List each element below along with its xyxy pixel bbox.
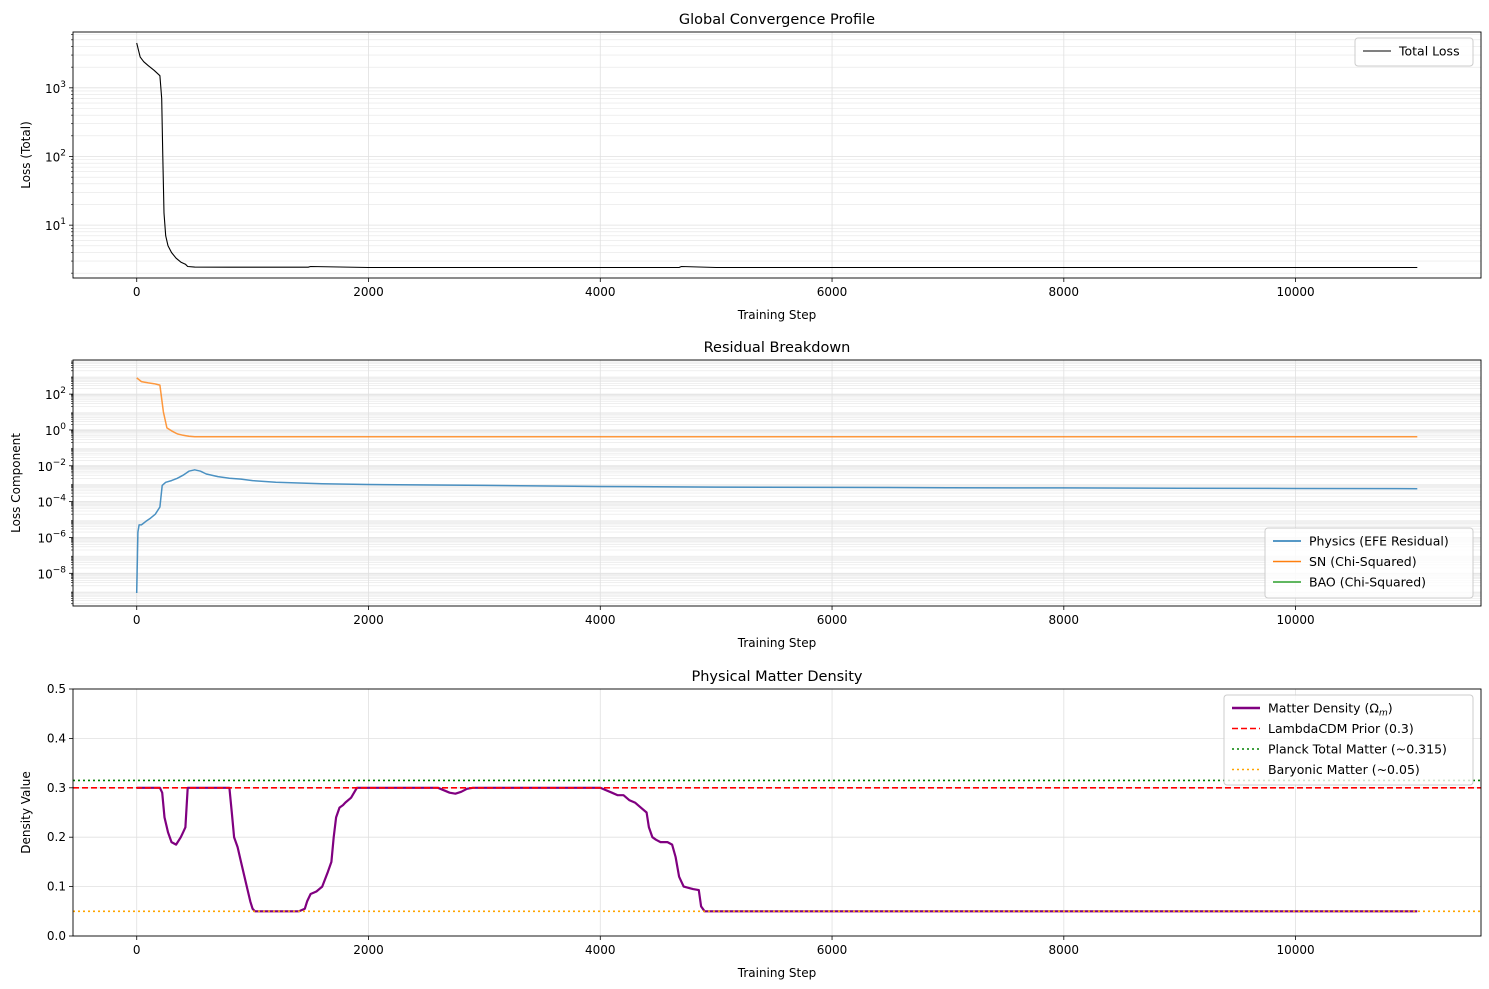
y-tick-base: 10	[45, 82, 60, 96]
y-tick-label: 0.5	[47, 682, 66, 696]
legend-label-1: LambdaCDM Prior (0.3)	[1268, 721, 1414, 736]
chart-title: Global Convergence Profile	[679, 12, 875, 28]
y-axis-label: Loss (Total)	[19, 121, 33, 189]
axes-frame	[72, 688, 1482, 937]
y-tick-exponent: 2	[60, 148, 66, 158]
x-tick-label: 0	[133, 943, 141, 957]
x-axis-label: Training Step	[737, 636, 817, 650]
x-axis-label: Training Step	[737, 308, 817, 322]
x-tick-label: 4000	[585, 613, 616, 627]
y-tick-exponent: −2	[53, 458, 66, 468]
y-tick-base: 10	[37, 567, 52, 581]
x-tick-label: 0	[133, 613, 141, 627]
series-line-0	[136, 786, 1418, 913]
legend-box	[1354, 37, 1474, 67]
y-tick-exponent: 0	[60, 422, 66, 432]
legend-label-1: SN (Chi-Squared)	[1309, 554, 1417, 569]
y-tick-label: 10−2	[37, 458, 66, 474]
series-group	[136, 42, 1418, 269]
series-line-0	[135, 469, 1418, 594]
chart-title: Physical Matter Density	[692, 669, 863, 685]
y-tick-exponent: −8	[53, 565, 67, 575]
x-tick-label: 4000	[585, 943, 616, 957]
legend-name: SN (Chi-Squared)	[1309, 554, 1417, 569]
legend-name: Total Loss	[1398, 44, 1460, 59]
x-tick-label: 8000	[1049, 285, 1080, 299]
y-tick-exponent: 3	[60, 80, 66, 90]
y-tick-base: 10	[45, 388, 60, 402]
legend-box	[1223, 694, 1474, 786]
legend-box	[1264, 527, 1474, 599]
x-tick-label: 6000	[817, 285, 848, 299]
series-line-1	[136, 377, 1418, 438]
legend-label-3: Baryonic Matter (~0.05)	[1268, 762, 1420, 777]
legend-label-0: Matter Density (Ωm)	[1268, 701, 1393, 719]
y-tick-label: 0.2	[47, 830, 66, 844]
y-tick-exponent: −6	[53, 529, 67, 539]
y-tick-label: 0.0	[47, 929, 66, 943]
y-tick-label: 0.1	[47, 880, 66, 894]
legend-label-2: BAO (Chi-Squared)	[1309, 575, 1426, 590]
x-tick-label: 2000	[353, 285, 384, 299]
chart-panel-2: 0 2000 4000 6000 8000 1000010−810−610−410−210…	[9, 340, 1482, 650]
x-tick-label: 10000	[1276, 943, 1314, 957]
y-tick-base: 10	[37, 531, 52, 545]
series-group	[73, 779, 1481, 913]
y-tick-label: 10−8	[37, 565, 66, 581]
x-tick-label: 8000	[1049, 613, 1080, 627]
y-tick-label: 100	[45, 422, 66, 438]
legend-name-subscript: m	[1379, 709, 1388, 719]
x-tick-label: 10000	[1276, 613, 1314, 627]
chart-title: Residual Breakdown	[704, 340, 851, 356]
x-tick-label: 0	[133, 285, 141, 299]
axes-frame	[72, 359, 1482, 607]
y-tick-base: 10	[45, 150, 60, 164]
x-tick-label: 6000	[817, 613, 848, 627]
legend-name: BAO (Chi-Squared)	[1309, 575, 1426, 590]
legend: Matter Density (Ωm) LambdaCDM Prior (0.3)…	[1223, 694, 1474, 786]
legend-name: Baryonic Matter (~0.05)	[1268, 762, 1420, 777]
series-group	[135, 377, 1418, 594]
x-tick-label: 8000	[1049, 943, 1080, 957]
y-tick-label: 0.4	[47, 731, 66, 745]
series-line-0	[136, 42, 1418, 269]
y-tick-label: 10−4	[37, 494, 66, 510]
legend: Physics (EFE Residual) SN (Chi-Squared) BA…	[1264, 527, 1474, 599]
legend-label-0: Total Loss	[1398, 44, 1460, 59]
x-tick-label: 2000	[353, 613, 384, 627]
x-tick-label: 4000	[585, 285, 616, 299]
legend-name: Planck Total Matter (~0.315)	[1268, 742, 1447, 757]
y-axis-label: Density Value	[19, 771, 33, 853]
y-tick-label: 0.3	[47, 781, 66, 795]
legend-name: LambdaCDM Prior (0.3)	[1268, 721, 1414, 736]
y-tick-label: 102	[45, 386, 66, 402]
y-tick-label: 10−6	[37, 529, 66, 545]
legend-name: Matter Density (Ω	[1268, 701, 1379, 716]
y-tick-label: 101	[45, 217, 66, 233]
y-tick-base: 10	[45, 219, 60, 233]
x-tick-label: 2000	[353, 943, 384, 957]
legend-name-suffix: )	[1388, 701, 1393, 716]
y-tick-base: 10	[37, 460, 52, 474]
legend-name: Physics (EFE Residual)	[1309, 534, 1449, 549]
y-tick-exponent: 2	[60, 386, 66, 396]
x-tick-label: 10000	[1276, 285, 1314, 299]
legend-label-2: Planck Total Matter (~0.315)	[1268, 742, 1447, 757]
y-tick-label: 102	[45, 148, 66, 164]
chart-panel-3: 0 2000 4000 6000 8000 10000 0.0 0.1 0.2 0.3 0.4 0.5…	[19, 669, 1482, 980]
x-tick-label: 6000	[817, 943, 848, 957]
x-axis-label: Training Step	[737, 966, 817, 980]
y-tick-base: 10	[37, 496, 52, 510]
y-tick-label: 103	[45, 80, 66, 96]
y-tick-exponent: 1	[60, 217, 66, 227]
axes-frame	[72, 31, 1482, 279]
legend: Total Loss	[1354, 37, 1474, 67]
legend-label-0: Physics (EFE Residual)	[1309, 534, 1449, 549]
y-axis-label: Loss Component	[9, 433, 23, 533]
y-tick-base: 10	[45, 424, 60, 438]
y-tick-exponent: −4	[53, 494, 67, 504]
